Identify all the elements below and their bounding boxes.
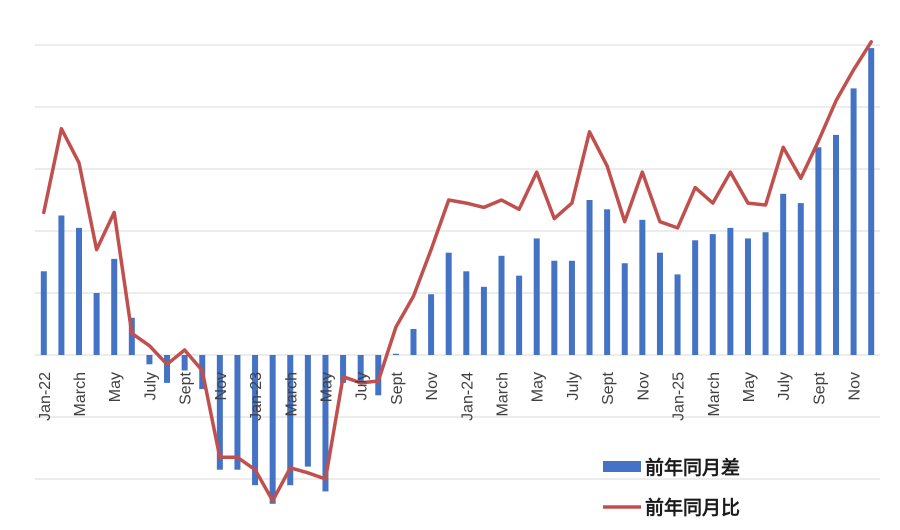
bar	[674, 274, 681, 355]
x-tick-label: Sept	[600, 371, 617, 404]
bar	[586, 200, 593, 355]
bar	[832, 134, 839, 355]
bar	[850, 88, 857, 356]
bar	[181, 355, 188, 371]
bar	[287, 355, 294, 486]
bar	[445, 252, 452, 355]
bar	[604, 209, 611, 355]
x-tick-label: Jan-23	[248, 372, 265, 421]
bar	[797, 203, 804, 355]
bar	[498, 255, 505, 355]
legend: 前年同月差 前年同月比	[603, 456, 740, 519]
bar	[815, 147, 822, 355]
bar	[480, 286, 487, 355]
bar	[164, 355, 171, 383]
x-tick-label: March	[706, 372, 723, 416]
bar	[516, 275, 523, 355]
x-tick-label: May	[107, 372, 124, 402]
bar	[216, 355, 223, 470]
x-tick-label: May	[741, 372, 758, 402]
bar	[762, 232, 769, 355]
x-tick-label: Jan-22	[37, 372, 54, 421]
x-tick-label: March	[283, 372, 300, 416]
bar	[357, 355, 364, 383]
bar	[252, 355, 259, 486]
x-tick-label: July	[142, 372, 159, 400]
bar	[727, 227, 734, 355]
bar-series	[40, 48, 875, 504]
bar	[128, 317, 135, 355]
bar	[744, 238, 751, 355]
bar	[234, 355, 241, 470]
bar	[375, 355, 382, 396]
x-tick-label: March	[495, 372, 512, 416]
bar	[709, 234, 716, 355]
x-axis-tick-labels: Jan-22 March May July Sept Nov Jan-23 March May J…	[37, 371, 864, 420]
bar	[410, 328, 417, 355]
bar	[146, 355, 153, 365]
bar	[551, 260, 558, 355]
legend-label-line: 前年同月比	[645, 496, 740, 519]
x-tick-label: Sept	[178, 371, 195, 404]
line-series	[42, 40, 873, 503]
x-tick-label: Nov	[635, 372, 652, 400]
x-tick-label: Jan-24	[459, 372, 476, 421]
bar	[340, 355, 347, 383]
x-tick-label: Sept	[389, 371, 406, 404]
bar	[568, 260, 575, 355]
x-tick-label: July	[354, 372, 371, 400]
bar	[269, 355, 276, 504]
bar	[76, 227, 83, 355]
x-tick-label: July	[565, 372, 582, 400]
series-line	[42, 40, 873, 503]
x-tick-label: Jan-25	[671, 372, 688, 421]
x-tick-label: May	[318, 372, 335, 402]
legend-swatch-bar	[603, 461, 641, 472]
x-tick-label: Nov	[847, 372, 864, 400]
bar	[533, 238, 540, 355]
bar	[428, 294, 435, 355]
bar	[656, 252, 663, 355]
bar	[780, 193, 787, 355]
bar	[322, 355, 329, 492]
bar	[692, 240, 699, 355]
bar	[392, 353, 399, 355]
bar	[111, 258, 118, 355]
x-tick-label: March	[72, 372, 89, 416]
x-tick-label: Sept	[811, 371, 828, 404]
bar	[40, 271, 47, 355]
bar	[58, 215, 65, 355]
x-tick-label: July	[776, 372, 793, 400]
bar	[93, 293, 100, 355]
x-tick-label: May	[530, 372, 547, 402]
bar	[639, 219, 646, 355]
gridlines	[35, 44, 880, 480]
legend-label-bar: 前年同月差	[645, 456, 740, 479]
x-tick-label: Nov	[213, 372, 230, 400]
bar	[621, 263, 628, 355]
bar	[304, 355, 311, 467]
x-tick-label: Nov	[424, 372, 441, 400]
bar	[463, 271, 470, 355]
bar	[868, 48, 875, 355]
